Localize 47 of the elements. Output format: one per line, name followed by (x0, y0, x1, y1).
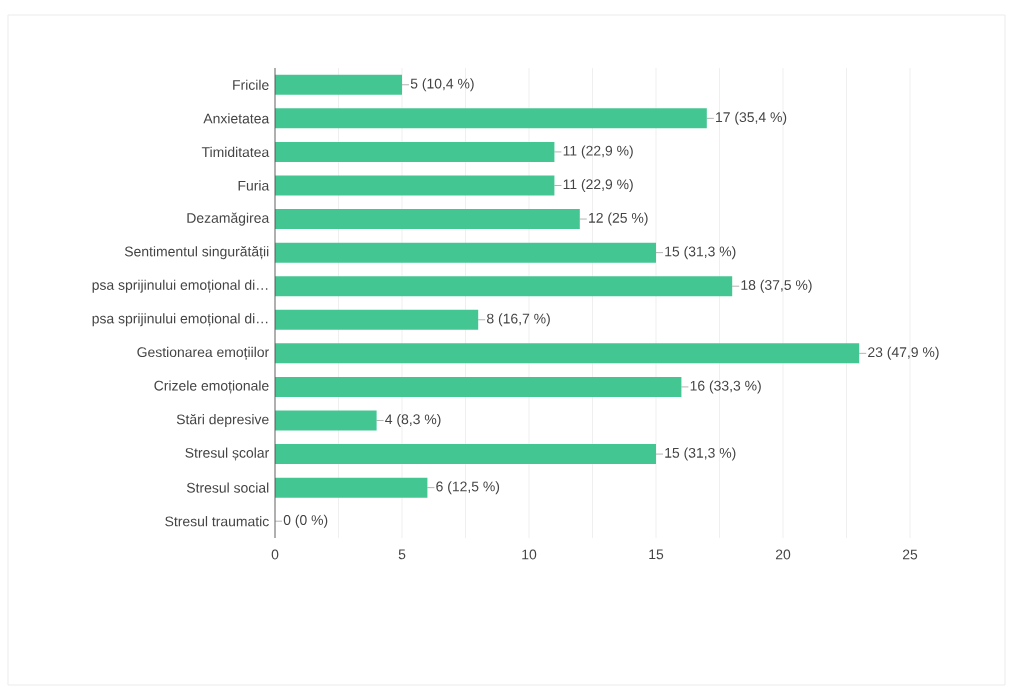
x-tick-label: 15 (649, 549, 664, 560)
data-label: 18 (37,5 %) (741, 279, 812, 293)
bar (275, 141, 555, 162)
bar (275, 242, 657, 263)
bar (275, 276, 733, 297)
bar (275, 108, 707, 129)
data-label: 11 (22,9 %) (563, 178, 633, 192)
y-tick-label: Sentimentul singurătății (124, 246, 269, 260)
y-tick-label: Stresul social (186, 482, 269, 493)
x-tick-label: 0 (271, 549, 279, 560)
y-tick-label: Crizele emoționale (154, 380, 269, 394)
data-label: 11 (22,9 %) (563, 145, 633, 159)
y-tick-label: Timiditatea (201, 146, 270, 158)
bar (275, 477, 428, 498)
data-label: 0 (0 %) (283, 514, 328, 528)
y-tick-label: psa sprijinului emoțional di… (92, 279, 268, 293)
data-label: 16 (33,3 %) (690, 380, 761, 394)
y-tick-label: psa sprijinului emoțional di… (92, 313, 268, 327)
data-label: 4 (8,3 %) (385, 413, 441, 427)
y-tick-label: Fricile (233, 79, 269, 90)
y-tick-label: Gestionarea emoțiilor (137, 346, 269, 360)
data-label: 5 (10,4 %) (410, 78, 474, 92)
bar (275, 74, 403, 95)
y-tick-label: Stresul școlar (185, 447, 269, 461)
data-label: 17 (35,4 %) (716, 111, 787, 125)
bar (275, 309, 479, 330)
bar (275, 175, 555, 196)
bar (275, 376, 682, 397)
x-tick-label: 25 (902, 549, 918, 560)
y-tick-label: Dezamăgirea (187, 212, 270, 226)
x-tick-label: 5 (398, 549, 406, 560)
bar (275, 343, 860, 364)
x-tick-label: 20 (775, 549, 791, 560)
data-label: 6 (12,5 %) (436, 481, 500, 495)
data-label: 23 (47,9 %) (868, 346, 939, 360)
y-tick-label: Stări depresive (176, 413, 269, 428)
bar (275, 410, 377, 431)
data-label: 12 (25 %) (589, 212, 648, 226)
data-label: 15 (31,3 %) (665, 246, 736, 260)
y-tick-label: Anxietatea (203, 113, 270, 124)
y-tick-label: Stresul traumatic (165, 516, 269, 527)
data-label: 15 (31,3 %) (665, 447, 736, 461)
data-label: 8 (16,7 %) (487, 313, 550, 327)
bar (275, 209, 580, 230)
bar (275, 444, 657, 465)
y-tick-label: Furia (238, 180, 270, 191)
x-tick-label: 10 (522, 549, 537, 560)
